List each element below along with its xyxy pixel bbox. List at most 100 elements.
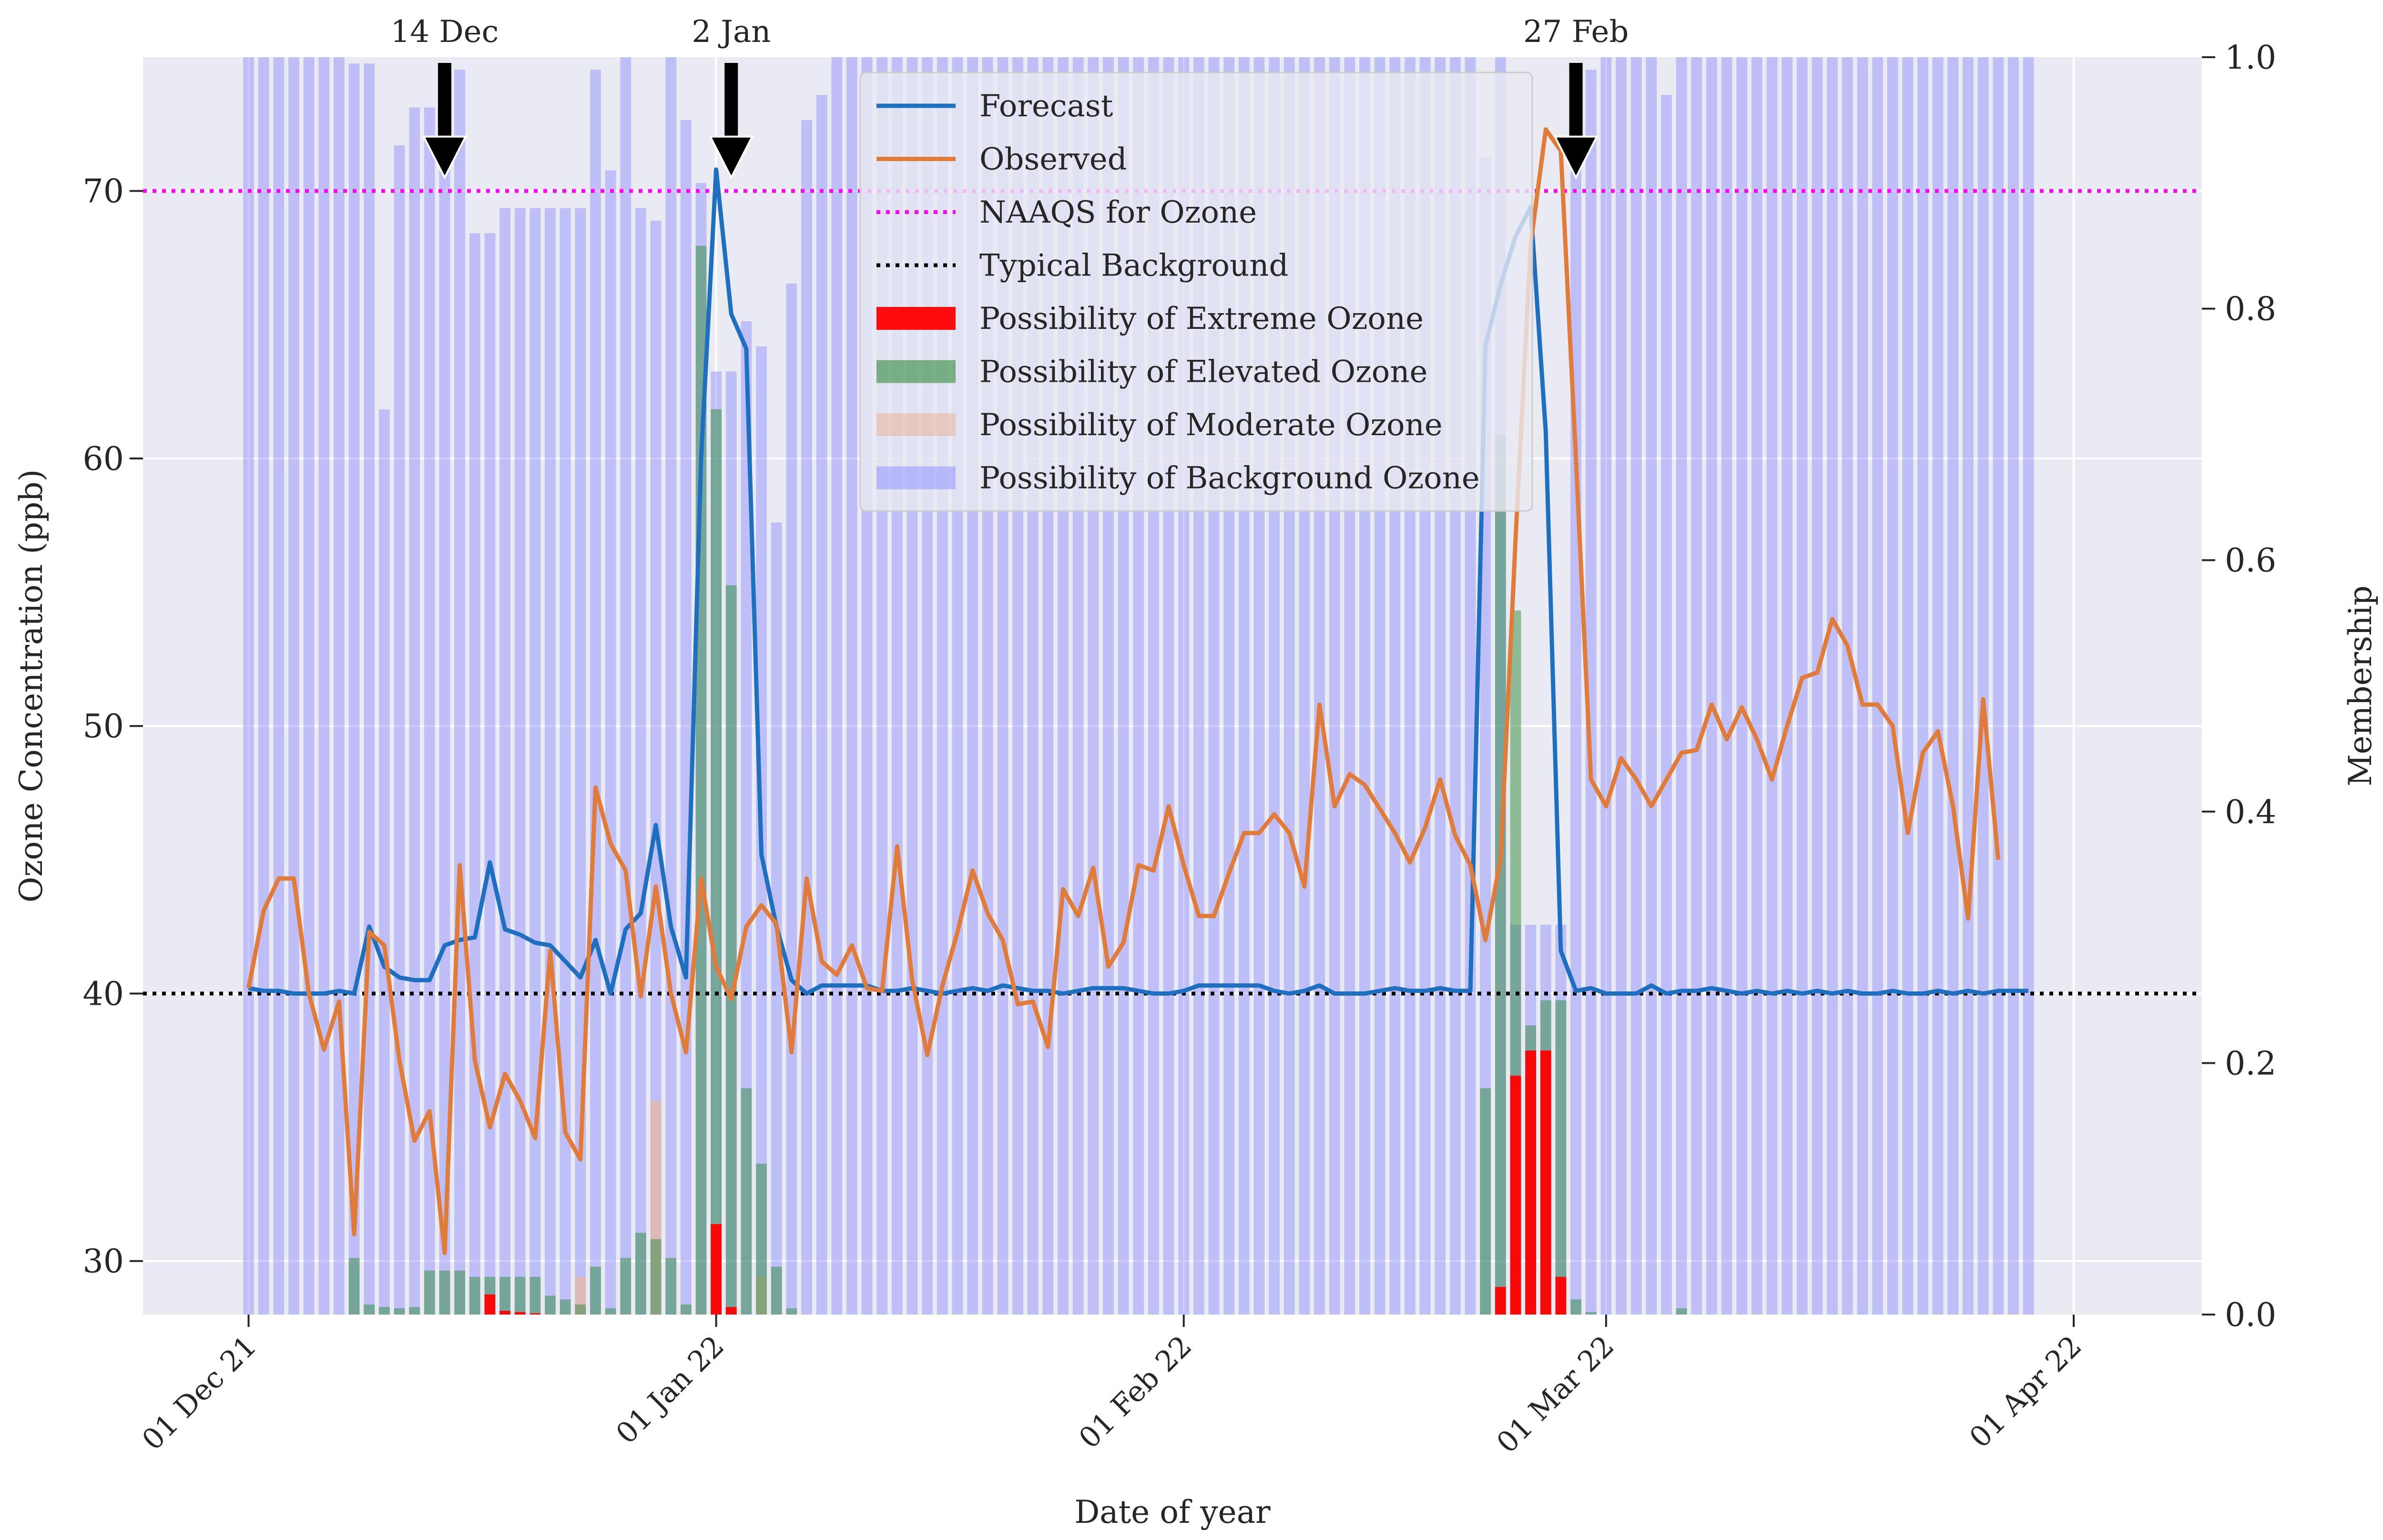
y2-tick-label: 0.2: [2225, 1045, 2276, 1082]
extreme-membership-bar: [1525, 1050, 1537, 1315]
elevated-membership-bar: [394, 1308, 405, 1315]
background-membership-bar: [1570, 70, 1581, 1315]
annotation-arrow-shaft: [1569, 63, 1583, 139]
elevated-membership-bar: [1480, 1088, 1491, 1315]
background-membership-bar: [378, 409, 390, 1315]
series-lines: [246, 127, 2028, 1255]
background-membership-bar: [1766, 57, 1778, 1315]
background-membership-bar: [409, 107, 420, 1315]
legend-entry-label: Possibility of Elevated Ozone: [979, 355, 1427, 390]
y2-tick-label: 0.6: [2225, 542, 2276, 580]
extreme-membership-bar: [1495, 1286, 1506, 1315]
left-y-axis: 30 40 50 60 70: [82, 173, 143, 1281]
background-membership-bar: [1676, 57, 1687, 1315]
elevated-membership-bar: [1570, 1299, 1581, 1315]
legend: Forecast Observed NAAQS for Ozone Typical B…: [859, 71, 1533, 512]
background-membership-bar: [665, 57, 677, 1315]
background-membership-bar: [258, 57, 269, 1315]
background-membership-bar: [1661, 95, 1672, 1315]
extreme-membership-bar: [1555, 1276, 1567, 1315]
background-membership-bar: [1751, 57, 1762, 1315]
background-membership-bar: [635, 208, 646, 1315]
y-tick-label: 60: [82, 440, 124, 478]
elevated-membership-bar: [771, 1266, 782, 1315]
legend-swatch-patch: [876, 413, 956, 436]
background-membership-bar: [530, 208, 541, 1315]
elevated-membership-bar: [409, 1307, 420, 1315]
extreme-membership-bar: [725, 1307, 737, 1315]
elevated-membership-bar: [590, 1266, 601, 1315]
background-membership-bar: [1977, 57, 1989, 1315]
background-membership-bar: [831, 57, 843, 1315]
elevated-membership-bar: [650, 1239, 662, 1315]
background-membership-bar: [1917, 57, 1928, 1315]
background-membership-bar: [318, 57, 330, 1315]
background-membership-bar: [1947, 57, 1959, 1315]
elevated-membership-bar: [741, 1088, 752, 1315]
extreme-membership-bar: [530, 1313, 541, 1315]
elevated-membership-bar: [454, 1270, 466, 1315]
x-tick-label: 01 Jan 22: [610, 1329, 731, 1450]
y-tick-label: 50: [82, 708, 124, 745]
background-membership-bar: [575, 208, 586, 1315]
y2-tick-label: 0.4: [2225, 794, 2276, 831]
arrow-down-icon: [1553, 135, 1599, 180]
legend-entry-label: NAAQS for Ozone: [979, 195, 1257, 230]
background-membership-bar: [1827, 57, 1838, 1315]
extreme-membership-bar: [711, 1224, 722, 1315]
background-membership-bar: [1691, 57, 1702, 1315]
x-axis: 01 Dec 21 01 Jan 22 01 Feb 22 01 Mar 22 01 A…: [136, 1315, 2088, 1460]
background-membership-bar: [1887, 57, 1898, 1315]
elevated-membership-bar: [620, 1258, 631, 1315]
background-membership-bar: [499, 208, 510, 1315]
background-membership-bar: [1932, 57, 1944, 1315]
elevated-membership-bar: [680, 1304, 692, 1315]
y-axis-title: Ozone Concentration (ppb): [13, 469, 50, 903]
background-membership-bar: [1812, 57, 1823, 1315]
elevated-membership-bar: [530, 1276, 541, 1315]
elevated-membership-bar: [711, 409, 722, 1315]
legend-entry-label: Forecast: [979, 89, 1113, 124]
background-membership-bar: [2008, 57, 2019, 1315]
elevated-membership-bar: [364, 1304, 375, 1315]
background-membership-bar: [1993, 57, 2004, 1315]
y2-tick-label: 0.8: [2225, 291, 2276, 328]
arrow-down-icon: [422, 135, 468, 180]
background-membership-bar: [1902, 57, 1914, 1315]
background-membership-bar: [741, 321, 752, 1315]
annotation-arrow-shaft: [438, 63, 451, 139]
background-membership-bar: [1721, 57, 1732, 1315]
elevated-membership-bar: [605, 1308, 616, 1315]
elevated-membership-bar: [575, 1304, 586, 1315]
elevated-membership-bar: [665, 1258, 677, 1315]
background-membership-bar: [288, 57, 299, 1315]
background-membership-bar: [364, 63, 375, 1315]
y2-tick-label: 1.0: [2225, 39, 2276, 77]
background-membership-bar: [1782, 57, 1793, 1315]
elevated-membership-bar: [756, 1163, 767, 1315]
elevated-membership-bar: [514, 1276, 526, 1315]
legend-entry-label: Possibility of Extreme Ozone: [979, 301, 1424, 337]
elevated-membership-bar: [1676, 1308, 1687, 1315]
background-membership-bar: [1842, 57, 1853, 1315]
x-tick-label: 01 Dec 21: [136, 1329, 263, 1457]
extreme-membership-bar: [484, 1294, 496, 1315]
background-membership-bar: [273, 57, 285, 1315]
background-membership-bar: [1600, 57, 1612, 1315]
elevated-membership-bar: [499, 1276, 510, 1315]
elevated-membership-bar: [725, 585, 737, 1315]
elevated-membership-bar: [545, 1295, 556, 1315]
background-membership-bar: [801, 120, 812, 1315]
y-tick-label: 30: [82, 1243, 124, 1281]
background-membership-bar: [348, 63, 360, 1315]
observed-line: [246, 127, 2001, 1255]
x-tick-label: 01 Mar 22: [1490, 1329, 1620, 1459]
y-tick-label: 70: [82, 173, 124, 211]
background-membership-bar: [650, 220, 662, 1315]
legend-entry-label: Possibility of Moderate Ozone: [979, 408, 1443, 443]
background-membership-bar: [1796, 57, 1808, 1315]
legend-swatch-patch: [876, 360, 956, 383]
legend-entry-label: Observed: [979, 142, 1127, 177]
annotation-label: 14 Dec: [391, 14, 499, 50]
